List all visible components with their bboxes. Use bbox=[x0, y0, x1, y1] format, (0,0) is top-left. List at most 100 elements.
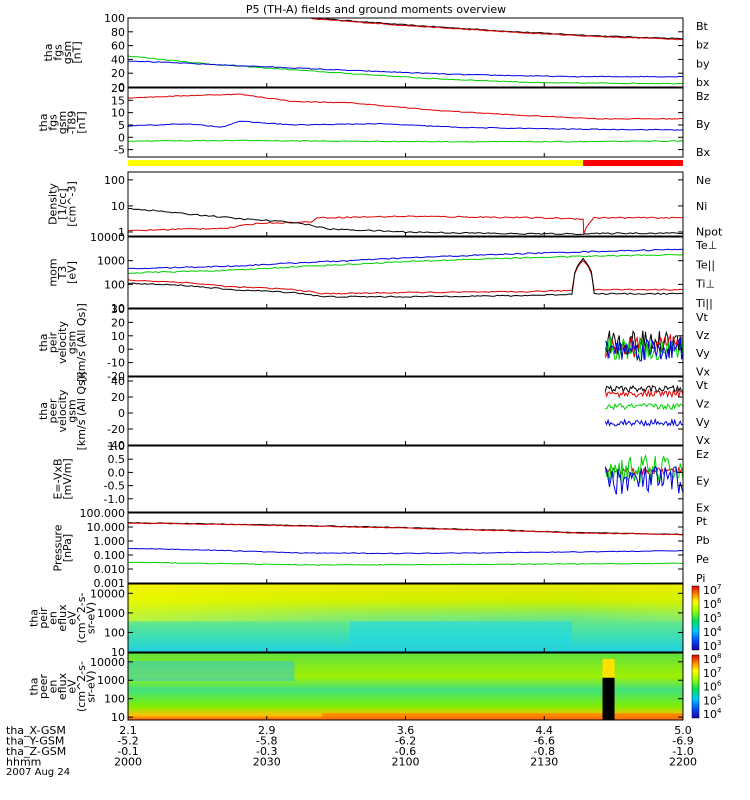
ytick-label-peer-velocity: 0 bbox=[118, 407, 125, 420]
ytick-label-peir-velocity: 20 bbox=[111, 316, 125, 329]
ylabel-peer-spec-2: en bbox=[47, 680, 60, 694]
legend-pressure-Pe: Pe bbox=[696, 553, 709, 566]
ytick-label-peir-velocity: -20 bbox=[107, 370, 125, 383]
legend-mom-temp-Ti||: Ti|| bbox=[695, 297, 713, 310]
ytick-label-fgs-gsm: 0 bbox=[118, 81, 125, 94]
panel-density: Density[1/cc][cm^-3] Ne Ni Npot 1 10 100 bbox=[47, 171, 723, 239]
ytick-label-fgs-ttb: 20 bbox=[111, 82, 125, 95]
ylabel-peir-spec-3: eflux bbox=[56, 604, 69, 632]
series-line-pressure-Pi bbox=[127, 547, 684, 555]
series-line-mom-temp-Te|| bbox=[127, 257, 684, 298]
legend-fgs-ttb-Bx: Bx bbox=[696, 146, 711, 159]
xaxis-value-tha_Y-GSM: -5.2 bbox=[117, 735, 138, 748]
ylabel-fgs-ttb-2: gsm bbox=[56, 111, 69, 134]
ylabel-peer-spec-4: eV bbox=[66, 679, 79, 694]
legend-peir-velocity-Vx: Vx bbox=[696, 365, 711, 378]
ylabel-mom-temp-0: mom bbox=[47, 258, 60, 286]
ylabel-peir-spec-2: en bbox=[47, 611, 60, 625]
series-line-mom-temp-Te⊥ bbox=[127, 259, 684, 295]
ylabel-peer-spec-1: peer bbox=[37, 674, 50, 700]
xaxis-value-tha_X-GSM: 2.9 bbox=[258, 724, 276, 737]
ylabel-fgs-ttb-1: fgs bbox=[47, 114, 60, 131]
ylabel-peir-spec-4: eV bbox=[66, 610, 79, 625]
xaxis-value-tha_X-GSM: 4.4 bbox=[536, 724, 554, 737]
ylabel-density-0: Density bbox=[47, 183, 60, 225]
colorbar-tick-exponent: 7 bbox=[717, 666, 721, 674]
legend-density-Npot: Npot bbox=[696, 226, 723, 239]
xaxis-value-tha_X-GSM: 5.0 bbox=[674, 724, 692, 737]
ytick-label-density: 1 bbox=[118, 226, 125, 239]
legend-density-Ne: Ne bbox=[696, 174, 711, 187]
ytick-label-density: 100 bbox=[104, 174, 125, 187]
panel-frame-density bbox=[127, 171, 684, 237]
ylabel-e-field-1: [mV/m] bbox=[61, 458, 74, 499]
legend-peir-velocity-Vt: Vt bbox=[696, 311, 709, 324]
ytick-label-peir-velocity: 30 bbox=[111, 303, 125, 316]
ytick-label-peir-velocity: 0 bbox=[118, 343, 125, 356]
ylabel-fgs-gsm-1: fgs bbox=[51, 44, 64, 61]
series-line-fgs-ttb-By bbox=[127, 139, 684, 143]
ytick-label-pressure: 0.010 bbox=[94, 563, 126, 576]
ylabel-fgs-ttb-0: tha bbox=[37, 113, 50, 131]
ytick-label-e-field: -1.0 bbox=[104, 493, 125, 506]
xaxis-value-hhmm: 2100 bbox=[392, 756, 420, 769]
ytick-label-mom-temp: 1000 bbox=[97, 255, 125, 268]
colorbar-tick-exponent: 5 bbox=[717, 693, 721, 701]
xaxis-row-name-tha_Y-GSM: tha_Y-GSM bbox=[6, 735, 64, 748]
ylabel-fgs-ttb-3: -T89 bbox=[66, 111, 79, 135]
series-line-fgs-gsm-by bbox=[127, 55, 684, 85]
ytick-label-e-field: 0.0 bbox=[108, 466, 126, 479]
ylabel-peir-spec-5: (cm^2-s- bbox=[75, 593, 88, 644]
ylabel-peir-velocity-2: velocity bbox=[56, 321, 69, 364]
colorbar-tick-exponent: 3 bbox=[717, 639, 721, 647]
mode-bar-segment-0 bbox=[128, 160, 584, 166]
xaxis-value-hhmm: 2000 bbox=[114, 756, 142, 769]
spectrogram-low-energy-band bbox=[322, 713, 683, 720]
xaxis-value-tha_X-GSM: 2.1 bbox=[119, 724, 137, 737]
ylabel-fgs-ttb-4: [nT] bbox=[75, 111, 88, 133]
legend-peir-velocity-Vz: Vz bbox=[696, 329, 710, 342]
panel-peer-spec: thapeerenefluxeV(cm^2-s-sr-eV)1041051061… bbox=[28, 652, 723, 724]
xaxis-value-tha_Y-GSM: -6.2 bbox=[395, 735, 416, 748]
panel-frame-fgs-ttb bbox=[127, 87, 684, 158]
colorbar-tick-exponent: 7 bbox=[717, 583, 721, 591]
legend-density-Ni: Ni bbox=[696, 200, 707, 213]
colorbar-tick-peir-spec: 106 bbox=[703, 597, 722, 611]
colorbar-tick-peer-spec: 106 bbox=[703, 680, 722, 694]
colorbar-tick-exponent: 6 bbox=[717, 680, 722, 688]
ytick-label-peer-velocity: 40 bbox=[111, 375, 125, 388]
ylabel-peer-velocity-3: gsm bbox=[66, 399, 79, 422]
series-line-peer-velocity-Vt bbox=[604, 384, 684, 394]
colorbar-tick-exponent: 6 bbox=[717, 597, 722, 605]
colorbar-tick-exponent: 5 bbox=[717, 611, 721, 619]
legend-peer-velocity-Vt: Vt bbox=[696, 379, 709, 392]
ytick-label-peir-velocity: 10 bbox=[111, 330, 125, 343]
legend-e-field-Ey: Ey bbox=[696, 475, 710, 488]
ytick-label-fgs-ttb: 15 bbox=[111, 94, 125, 107]
spectrogram-burst-yellow bbox=[602, 659, 615, 678]
series-line-fgs-ttb-Bz bbox=[127, 93, 684, 120]
spectrogram-highlight bbox=[128, 584, 683, 622]
legend-peer-velocity-Vy: Vy bbox=[696, 416, 710, 429]
ytick-label-fgs-ttb: -5 bbox=[114, 144, 125, 157]
colorbar-tick-peer-spec: 108 bbox=[703, 652, 721, 666]
ylabel-peer-velocity-0: tha bbox=[37, 402, 50, 420]
colorbar-tick-peer-spec: 107 bbox=[703, 666, 721, 680]
ytick-label-mom-temp: 100 bbox=[104, 278, 125, 291]
ytick-label-peer-spec: 1000 bbox=[97, 674, 125, 687]
colorbar-tick-peer-spec: 105 bbox=[703, 693, 721, 707]
ytick-label-fgs-gsm: 80 bbox=[111, 26, 125, 39]
colorbar-tick-exponent: 8 bbox=[717, 652, 721, 660]
series-line-mom-temp-Ti⊥ bbox=[128, 248, 684, 270]
panel-pressure: Pressure[nPa] Pt Pb Pe Pi 0.0010.0100.1001.00… bbox=[51, 507, 709, 590]
ytick-label-mom-temp: 10000 bbox=[90, 231, 125, 244]
series-line-fgs-gsm-bz bbox=[311, 17, 684, 41]
series-line-fgs-ttb-Bx bbox=[127, 120, 684, 131]
ylabel-peir-velocity-4: [km/s (All Qs)] bbox=[75, 303, 88, 382]
ylabel-peer-spec-5: (cm^2-s- bbox=[75, 661, 88, 712]
panel-frame-peer-velocity bbox=[127, 376, 684, 446]
